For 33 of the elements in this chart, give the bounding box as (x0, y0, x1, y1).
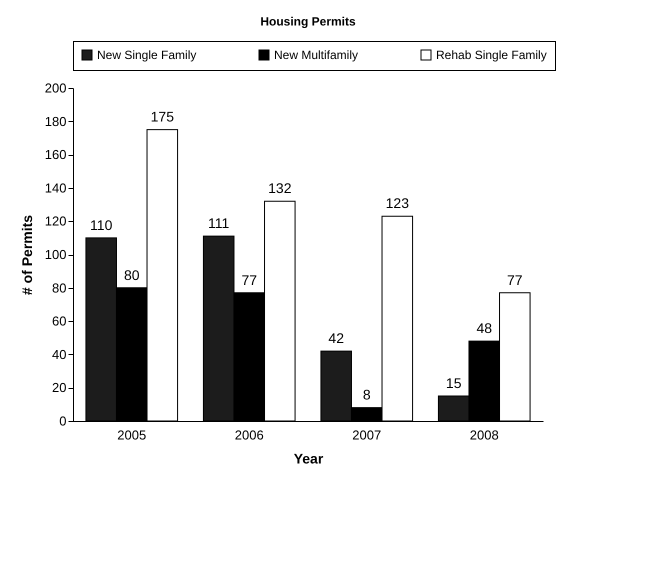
x-tick-label: 2008 (470, 428, 499, 442)
x-tick-label: 2005 (117, 428, 146, 442)
y-tick-label: 20 (52, 380, 66, 396)
data-label: 110 (90, 216, 113, 233)
x-axis-title: Year (294, 450, 324, 466)
data-label: 80 (124, 266, 140, 283)
chart-title: Housing Permits (260, 14, 356, 28)
legend-label: New Multifamily (274, 48, 358, 62)
y-tick-label: 120 (44, 214, 66, 229)
x-tick-label: 2007 (352, 428, 382, 442)
data-label: 77 (241, 272, 258, 288)
y-tick-label: 80 (52, 280, 66, 296)
data-label: 77 (507, 272, 523, 288)
y-tick-label: 180 (44, 114, 66, 129)
x-tick-label: 2006 (234, 428, 264, 442)
data-label: 8 (362, 386, 371, 403)
data-label: 132 (268, 180, 292, 196)
y-tick-label: 60 (52, 314, 66, 329)
data-label: 175 (150, 108, 174, 125)
y-tick-label: 0 (59, 414, 66, 428)
y-tick-label: 100 (44, 247, 66, 262)
data-label: 123 (386, 195, 410, 212)
data-label: 42 (328, 330, 344, 346)
data-label: 48 (476, 320, 492, 336)
legend-label: New Single Family (97, 48, 196, 62)
data-label: 15 (446, 375, 462, 392)
data-label: 111 (208, 215, 230, 232)
y-tick-label: 200 (44, 80, 66, 96)
y-axis-title: # of Permits (18, 214, 35, 296)
legend-label: Rehab Single Family (436, 48, 547, 62)
y-tick-label: 160 (44, 147, 66, 162)
y-tick-label: 40 (52, 346, 66, 362)
y-tick-label: 140 (44, 180, 66, 196)
